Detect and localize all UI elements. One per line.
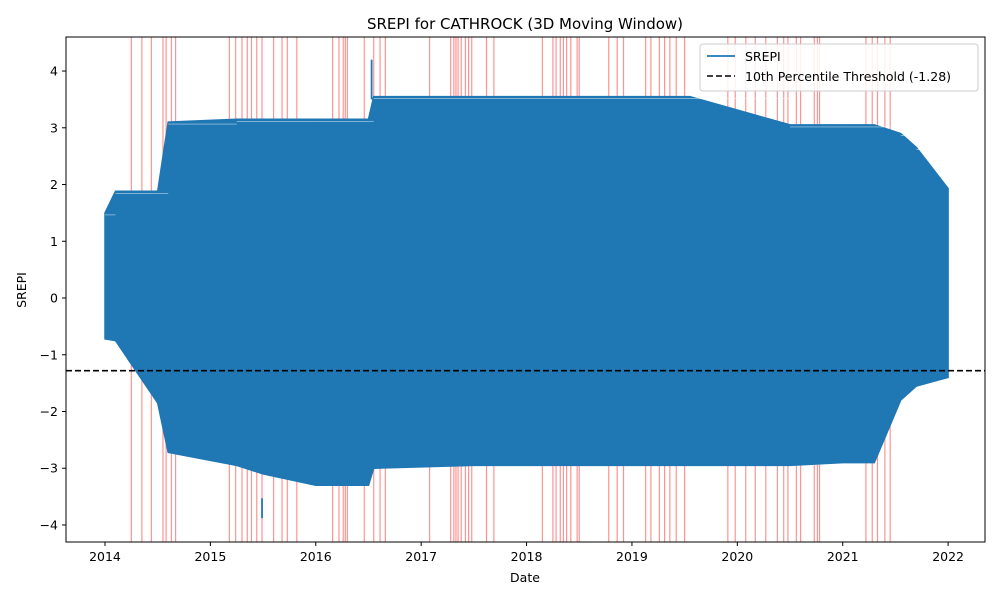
y-tick-label-3: −1	[40, 347, 58, 362]
x-axis-title: Date	[510, 570, 540, 585]
x-axis: 2014 2015 2016 2017 2018 2019 2020 2021 2022	[89, 542, 964, 564]
x-tick-label-2: 2016	[300, 549, 332, 564]
srepi-envelope	[104, 95, 949, 487]
y-tick-label-8: 4	[50, 64, 58, 79]
x-tick-label-1: 2015	[194, 549, 226, 564]
x-tick-label-4: 2018	[511, 549, 543, 564]
legend-label-srepi: SREPI	[745, 49, 781, 64]
chart-title: SREPI for CATHROCK (3D Moving Window)	[367, 15, 683, 33]
legend-label-threshold: 10th Percentile Threshold (-1.28)	[745, 69, 951, 84]
x-tick-label-5: 2019	[616, 549, 648, 564]
y-tick-label-7: 3	[50, 120, 58, 135]
x-tick-label-3: 2017	[405, 549, 437, 564]
y-tick-label-2: −2	[40, 404, 58, 419]
y-axis: −4 −3 −2 −1 0 1 2 3 4	[40, 64, 66, 532]
plot-frame	[65, 36, 986, 543]
x-tick-label-8: 2022	[932, 549, 964, 564]
srepi-series	[104, 59, 949, 519]
x-tick-label-6: 2020	[721, 549, 753, 564]
y-tick-label-6: 2	[50, 177, 58, 192]
y-tick-label-1: −3	[40, 461, 58, 476]
y-axis-title: SREPI	[14, 272, 29, 308]
legend-box	[699, 43, 979, 92]
y-tick-label-5: 1	[50, 234, 58, 249]
legend: SREPI 10th Percentile Threshold (-1.28)	[699, 43, 979, 92]
x-tick-label-0: 2014	[89, 549, 121, 564]
y-tick-label-4: 0	[50, 291, 58, 306]
y-tick-label-0: −4	[40, 517, 58, 532]
x-tick-label-7: 2021	[827, 549, 859, 564]
